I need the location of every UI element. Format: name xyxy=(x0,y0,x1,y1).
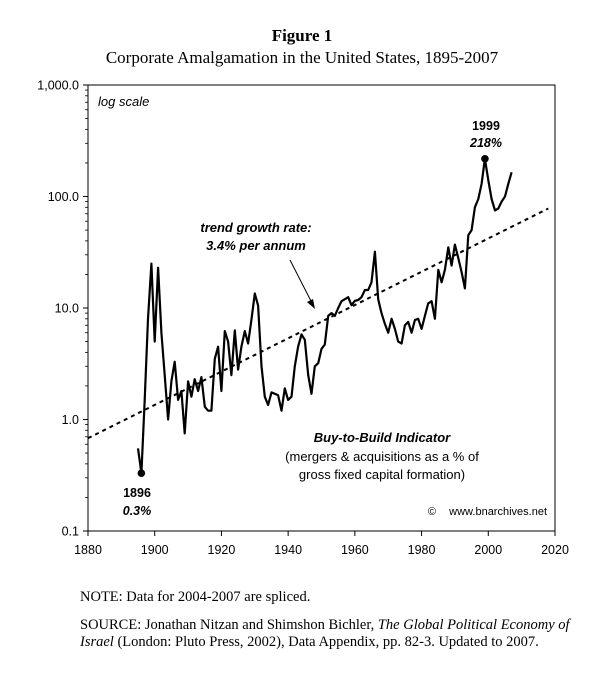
x-tick-label: 1940 xyxy=(274,543,302,557)
indicator-line xyxy=(136,157,513,475)
y-tick-label: 0.1 xyxy=(62,525,79,539)
source-book-title: The Global Political Economy of Israel xyxy=(80,617,570,650)
x-tick-label: 1960 xyxy=(341,543,369,557)
x-tick-label: 1880 xyxy=(74,543,102,557)
chart-axes: 1880 1900 1920 1940 1960 1980 2000 2020 0.1 1.0 10… xyxy=(37,79,569,558)
indicator-desc-line2: gross fixed capital formation) xyxy=(299,467,465,482)
indicator-title: Buy-to-Build Indicator xyxy=(314,430,451,445)
max-year-label: 1999 xyxy=(472,119,500,133)
extreme-point-marker xyxy=(481,154,489,163)
chart-annotations: log scale trend growth rate: 3.4% per annu… xyxy=(98,94,547,518)
trend-arrowhead xyxy=(307,299,315,309)
trend-label-line1: trend growth rate: xyxy=(200,220,311,235)
chart: 1880 1900 1920 1940 1960 1980 2000 2020 0.1 1.0 10… xyxy=(37,79,569,558)
source-suffix: (London: Pluto Press, 2002), Data Append… xyxy=(113,634,539,650)
indicator-desc-line1: (mergers & acquisitions as a % of xyxy=(285,449,479,464)
copyright-icon: © xyxy=(428,506,436,518)
figure-label: Figure 1 xyxy=(271,26,333,45)
trend-label-line2: 3.4% per annum xyxy=(206,238,306,253)
trend-line xyxy=(87,207,549,440)
x-tick-label: 2000 xyxy=(474,543,502,557)
watermark: www.bnarchives.net xyxy=(448,506,547,518)
source-text: SOURCE: Jonathan Nitzan and Shimshon Bic… xyxy=(80,617,580,651)
chart-series xyxy=(87,154,549,477)
source-prefix: SOURCE: Jonathan Nitzan and Shimshon Bic… xyxy=(80,617,378,633)
x-tick-label: 1980 xyxy=(408,543,436,557)
extreme-point-marker xyxy=(137,469,146,477)
x-tick-label: 1900 xyxy=(141,543,169,557)
min-year-label: 1896 xyxy=(123,486,151,500)
max-value-label: 218% xyxy=(469,136,502,150)
y-tick-label: 1,000.0 xyxy=(37,79,79,93)
y-tick-label: 1.0 xyxy=(62,413,79,427)
trend-arrow xyxy=(289,259,313,304)
note-text: NOTE: Data for 2004-2007 are spliced. xyxy=(80,589,311,605)
plot-frame xyxy=(87,84,556,532)
x-tick-label: 1920 xyxy=(208,543,236,557)
min-value-label: 0.3% xyxy=(123,504,152,518)
y-tick-label: 10.0 xyxy=(55,302,79,316)
log-scale-label: log scale xyxy=(98,94,149,109)
figure-title: Corporate Amalgamation in the United Sta… xyxy=(105,48,499,67)
x-tick-label: 2020 xyxy=(541,543,569,557)
y-tick-label: 100.0 xyxy=(48,190,79,204)
